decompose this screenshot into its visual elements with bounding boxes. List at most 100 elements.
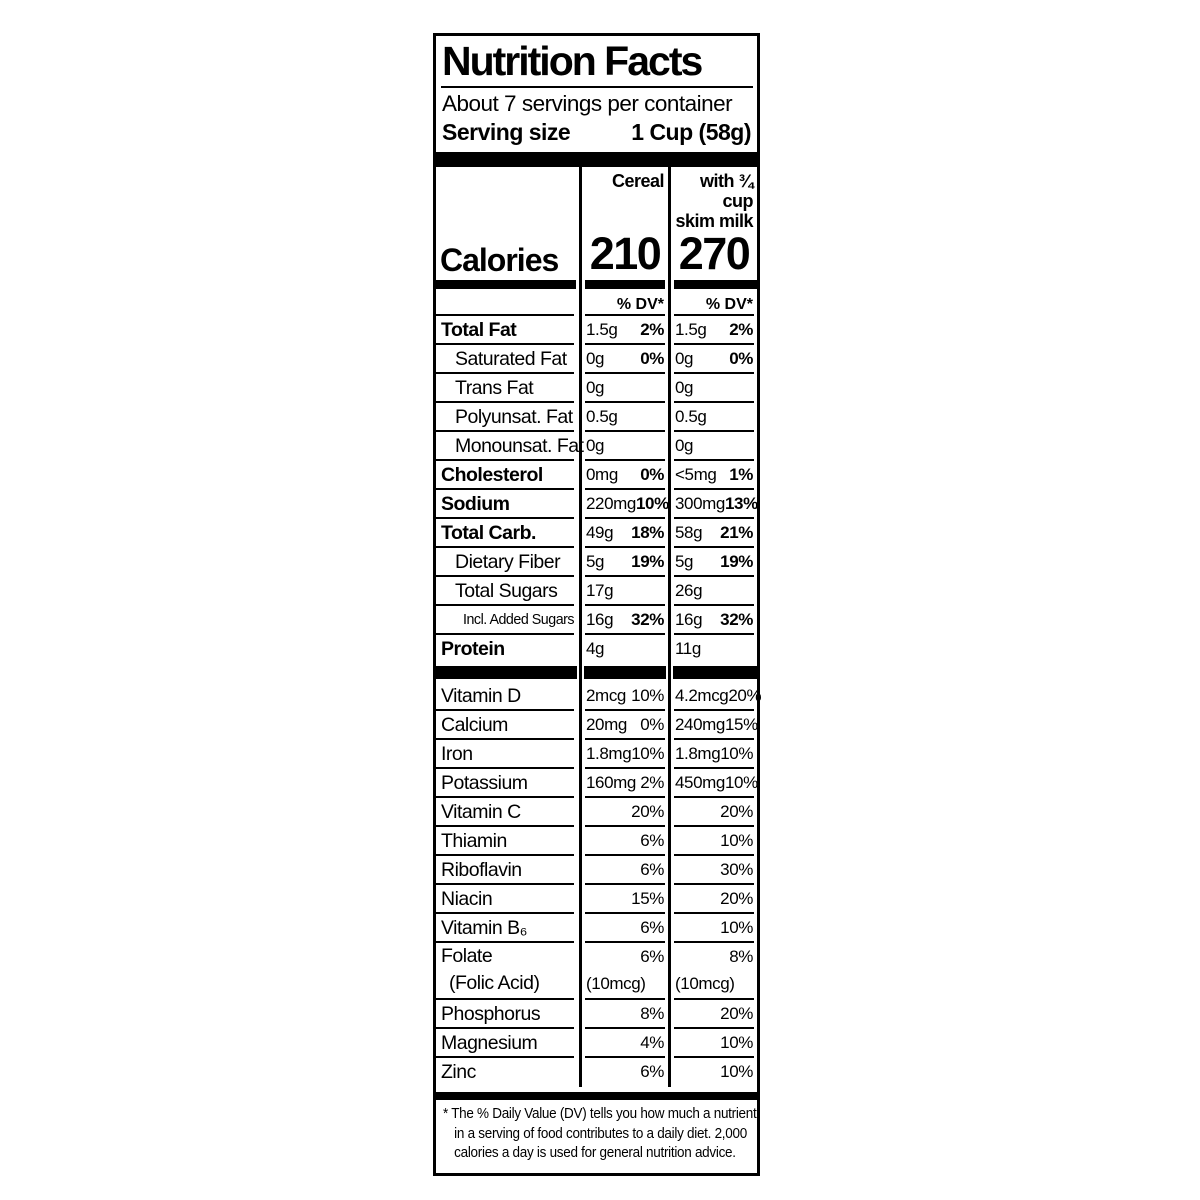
daily-value: 13%: [724, 494, 758, 513]
vitamin-row-thiamin: Thiamin 6% 10%: [436, 827, 757, 856]
amount-value: 1.5g: [675, 320, 707, 339]
daily-value: 20%: [720, 1004, 753, 1023]
row-label: Protein: [441, 638, 505, 660]
amount-value: <5mg: [675, 465, 717, 484]
amount-value: 0mg: [586, 465, 618, 484]
section-separator-bar: [436, 666, 577, 679]
amount-value: 0.5g: [675, 407, 707, 426]
amount-value: 11g: [675, 639, 701, 658]
vitamin-row-vitamin-b: Vitamin B₆ 6% 10%: [436, 914, 757, 943]
row-label-line2: (Folic Acid): [449, 972, 540, 994]
amount-value: 20mg: [586, 715, 627, 734]
amount-value: 58g: [675, 523, 703, 542]
column-header-cereal: Cereal: [579, 167, 668, 215]
amount-value: 5g: [675, 552, 694, 571]
nutrient-row-incl-added-sugars: Incl. Added Sugars 16g 32% 16g 32%: [436, 606, 757, 635]
daily-value: 0%: [640, 715, 664, 734]
daily-value: 10%: [720, 1033, 753, 1052]
title-divider: [441, 86, 753, 88]
nutrient-row-polyunsat-fat: Polyunsat. Fat 0.5g 0.5g: [436, 403, 757, 432]
dv-header-cereal: % DV*: [616, 296, 664, 313]
vitamin-row-vitamin-d: Vitamin D 2mcg 10% 4.2mcg 20%: [436, 682, 762, 711]
daily-value: 6%: [640, 831, 664, 850]
footnote-line: in a serving of food contributes to a da…: [454, 1125, 747, 1142]
vitamin-row-vitamin-c: Vitamin C 20% 20%: [436, 798, 757, 827]
daily-value: 0%: [640, 349, 664, 368]
daily-value: 20%: [720, 802, 753, 821]
daily-value: 10%: [724, 773, 758, 792]
row-label: Niacin: [441, 888, 493, 910]
amount-value: 160mg: [586, 773, 636, 792]
nutrient-row-total-carb: Total Carb. 49g 18% 58g 21%: [436, 519, 757, 548]
row-label: Sodium: [441, 493, 510, 515]
amount-value: 1.8mg: [675, 744, 721, 763]
amount-value: 0.5g: [586, 407, 618, 426]
nutrient-row-monounsat-fat: Monounsat. Fat 0g 0g: [436, 432, 757, 461]
amount-value: 0g: [675, 378, 694, 397]
amount-value: 0g: [675, 436, 694, 455]
nutrient-row-saturated-fat: Saturated Fat 0g 0% 0g 0%: [436, 345, 757, 374]
daily-value: 6%: [640, 1062, 664, 1081]
daily-value: 10%: [720, 1062, 753, 1081]
dv-header-milk: % DV*: [705, 296, 753, 313]
serving-size-value: 1 Cup (58g): [631, 119, 751, 145]
calories-underbar: [674, 280, 757, 289]
row-label: Polyunsat. Fat: [455, 406, 573, 428]
row-label: Potassium: [441, 772, 528, 794]
daily-value: 2%: [640, 320, 664, 339]
row-label: Calcium: [441, 714, 508, 736]
row-label: Magnesium: [441, 1032, 538, 1054]
row-label: Monounsat. Fat: [455, 435, 584, 457]
footnote-line: calories a day is used for general nutri…: [454, 1145, 736, 1161]
row-label: Vitamin C: [441, 801, 521, 823]
amount-value: 17g: [586, 581, 614, 600]
serving-size-label: Serving size: [442, 119, 571, 145]
amount-value: 220mg: [586, 494, 636, 513]
section-separator-row: [436, 664, 757, 682]
row-label: Saturated Fat: [455, 348, 567, 370]
row-label: Phosphorus: [441, 1003, 541, 1025]
vitamin-rows: Vitamin D 2mcg 10% 4.2mcg 20% Calcium 20mg 0% 24…: [436, 682, 762, 1087]
amount-value: 49g: [586, 523, 614, 542]
row-label: Folate: [441, 945, 493, 967]
daily-value: 1%: [729, 465, 753, 484]
vitamin-row-niacin: Niacin 15% 20%: [436, 885, 757, 914]
separator-bar-top: [436, 152, 757, 167]
amount-value: 450mg: [675, 773, 725, 792]
daily-value: 10%: [631, 744, 665, 763]
footnote: * The % Daily Value (DV) tells you how m…: [436, 1100, 757, 1173]
calories-cereal-value: 210: [589, 228, 662, 279]
daily-value: 0%: [729, 349, 753, 368]
daily-value: 2%: [729, 320, 753, 339]
daily-value: 10%: [635, 494, 669, 513]
row-label: Total Carb.: [441, 522, 536, 544]
daily-value-header-row: % DV* % DV*: [436, 291, 757, 316]
section-separator-bar: [584, 666, 666, 679]
amount-value: 300mg: [675, 494, 725, 513]
amount-value: (10mcg): [586, 974, 646, 993]
nutrient-row-sodium: Sodium 220mg 10% 300mg 13%: [436, 490, 758, 519]
nutrient-row-dietary-fiber: Dietary Fiber 5g 19% 5g 19%: [436, 548, 757, 577]
vitamin-row-iron: Iron 1.8mg 10% 1.8mg 10%: [436, 740, 757, 769]
row-label: Total Fat: [441, 319, 517, 341]
amount-value: 2mcg: [586, 686, 626, 705]
daily-value: 10%: [631, 686, 664, 705]
row-label: Thiamin: [441, 830, 507, 852]
nutrient-row-protein: Protein 4g 11g: [436, 635, 757, 664]
row-label: Cholesterol: [441, 464, 543, 486]
nutrient-row-trans-fat: Trans Fat 0g 0g: [436, 374, 757, 403]
daily-value: 15%: [724, 715, 758, 734]
row-label: Riboflavin: [441, 859, 522, 881]
calories-label: Calories: [440, 242, 559, 278]
daily-value: 6%: [640, 947, 664, 966]
daily-value: 30%: [720, 860, 753, 879]
nutrient-row-total-sugars: Total Sugars 17g 26g: [436, 577, 757, 606]
amount-value: 1.8mg: [586, 744, 632, 763]
nutrient-rows: Total Fat 1.5g 2% 1.5g 2% Saturated Fat 0g 0% 0g…: [436, 316, 758, 664]
daily-value: 20%: [728, 686, 762, 705]
nutrition-facts-label: Nutrition Facts About 7 servings per con…: [433, 33, 762, 1176]
amount-value: 26g: [675, 581, 703, 600]
label-title: Nutrition Facts: [442, 38, 703, 84]
row-label: Trans Fat: [455, 377, 534, 399]
daily-value: 0%: [640, 465, 664, 484]
